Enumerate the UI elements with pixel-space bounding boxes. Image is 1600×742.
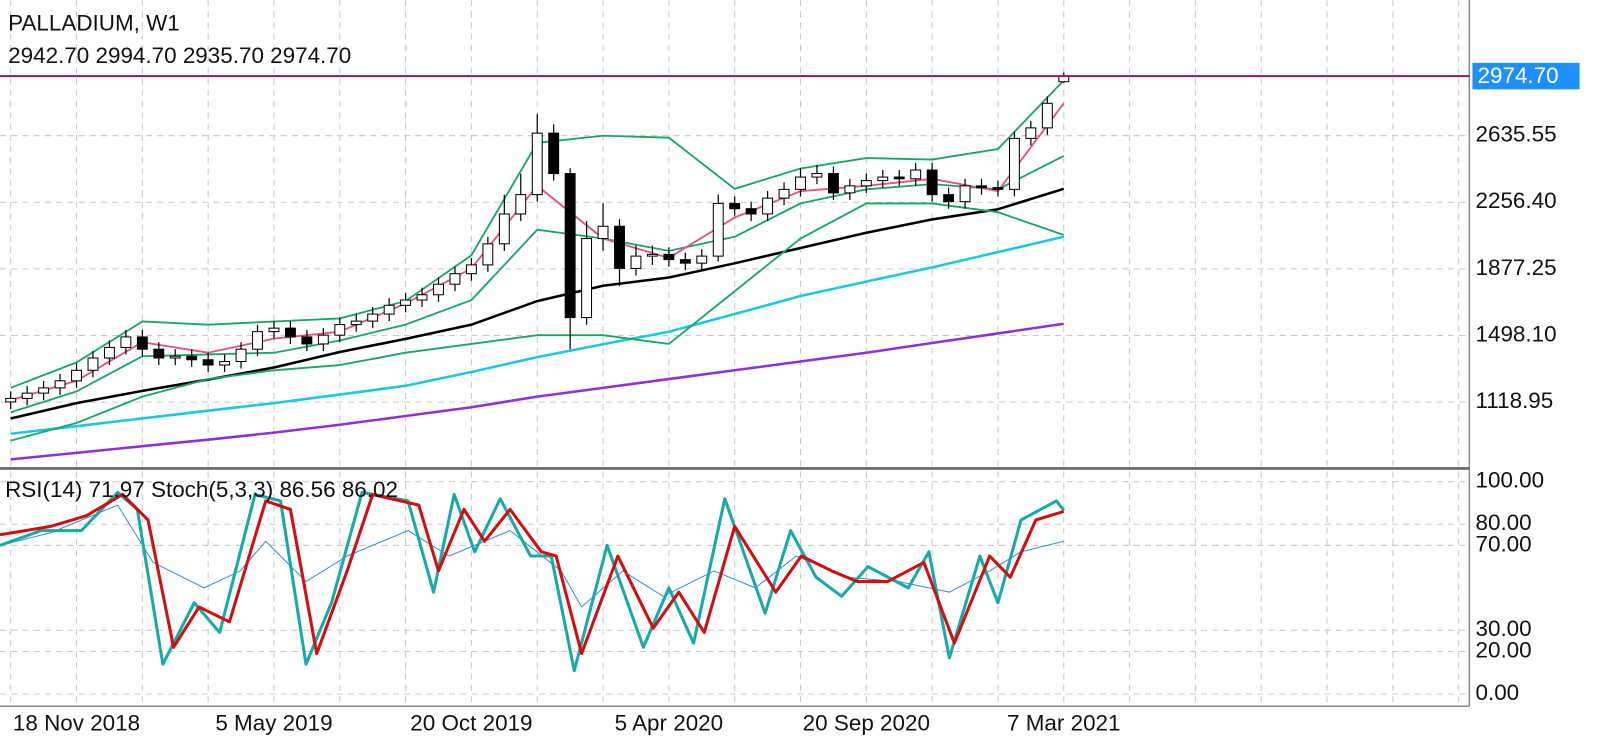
y-tick-label: 1118.95	[1475, 388, 1553, 413]
candle-body	[120, 336, 132, 348]
y-tick-label: 2635.55	[1475, 122, 1556, 147]
candle-body	[301, 336, 313, 345]
candle-body	[1025, 127, 1037, 139]
candle-body	[762, 197, 774, 215]
candle-body	[416, 294, 428, 301]
candle-body	[860, 180, 872, 187]
indicator-line	[10, 235, 1065, 436]
oscillator-line	[0, 492, 1065, 656]
candle-body	[844, 185, 856, 194]
y-tick-label: 100.00	[1475, 468, 1544, 493]
candle-body	[465, 264, 477, 275]
quote: 2942.70 2994.70 2935.70 2974.70	[8, 43, 351, 68]
indicator-line	[10, 187, 1065, 420]
candle-body	[186, 355, 198, 361]
candle-body	[433, 283, 444, 296]
candle-body	[1041, 102, 1053, 129]
candle-body	[663, 253, 675, 261]
indicator-line	[10, 322, 1064, 461]
candle-body	[943, 194, 955, 203]
candle-body	[252, 331, 263, 350]
candle-body	[103, 346, 115, 359]
candle-body	[910, 169, 922, 180]
candle-body	[696, 255, 708, 264]
candle-body	[38, 387, 50, 394]
candle-body	[548, 132, 560, 175]
candle-body	[449, 273, 461, 285]
indicator-title: RSI(14) 71.97 Stoch(5,3,3) 86.56 86.02	[5, 477, 398, 502]
candle-body	[992, 187, 1004, 190]
y-tick-label: 1877.25	[1475, 255, 1556, 280]
candle-body	[268, 327, 280, 333]
last-price-label: 2974.70	[1478, 63, 1559, 88]
y-tick-label: 30.00	[1475, 616, 1531, 641]
candle-body	[926, 169, 938, 196]
x-tick-label: 20 Oct 2019	[410, 711, 532, 736]
candle-body	[795, 176, 806, 190]
candle-body	[153, 348, 165, 359]
candle-body	[893, 176, 905, 180]
x-tick-label: 20 Sep 2020	[803, 711, 930, 736]
candle-body	[87, 357, 99, 371]
candle-body	[959, 185, 971, 203]
indicator-line	[10, 202, 1065, 442]
candle-body	[729, 202, 741, 210]
candle-body	[317, 334, 329, 345]
candle-body	[400, 299, 412, 306]
candle-body	[71, 369, 82, 382]
y-tick-label: 1498.10	[1475, 321, 1556, 346]
candle-body	[235, 348, 247, 363]
x-tick-label: 18 Nov 2018	[13, 711, 140, 736]
candle-body	[811, 173, 823, 178]
candle-body	[284, 327, 296, 338]
candle-body	[745, 208, 757, 215]
candle-body	[219, 361, 231, 366]
candle-body	[531, 132, 543, 196]
x-tick-label: 5 Apr 2020	[615, 711, 724, 736]
candle-body	[614, 225, 625, 269]
candle-body	[778, 188, 790, 199]
candle-body	[515, 194, 527, 215]
indicator-line	[10, 155, 1065, 414]
candle-body	[679, 259, 691, 264]
candle-body	[597, 225, 609, 240]
candle-body	[5, 397, 17, 403]
candle-body	[136, 336, 148, 350]
candle-body	[630, 255, 642, 269]
candle-body	[564, 173, 576, 319]
y-tick-label: 70.00	[1475, 531, 1531, 556]
candle-body	[383, 304, 395, 315]
chart-title: PALLADIUM, W1	[8, 10, 180, 35]
candle-body	[498, 213, 510, 245]
candle-body	[482, 243, 494, 266]
candle-body	[646, 253, 658, 257]
x-tick-label: 7 Mar 2021	[1007, 711, 1121, 736]
candle-body	[581, 238, 593, 319]
candle-body	[202, 359, 214, 366]
y-tick-label: 2256.40	[1475, 188, 1556, 213]
candle-body	[877, 176, 889, 182]
last-price-box	[1472, 62, 1580, 90]
y-tick-label: 20.00	[1475, 637, 1531, 662]
plot-layer: 18 Nov 2018 5 May 2019 20 Oct 2019 5 Apr 20…	[0, 0, 1580, 736]
candle-body	[169, 355, 181, 359]
candle-body	[712, 202, 724, 257]
candle-body	[976, 185, 987, 189]
candle-body	[1008, 137, 1020, 190]
x-tick-label: 5 May 2019	[215, 711, 332, 736]
candle-body	[334, 324, 346, 336]
candle-body	[350, 320, 362, 326]
candle-body	[21, 392, 33, 399]
candle-body	[367, 313, 379, 322]
y-tick-label: 80.00	[1475, 510, 1531, 535]
y-tick-label: 0.00	[1475, 680, 1519, 705]
candle-body	[54, 380, 66, 389]
candle-body	[827, 173, 839, 194]
